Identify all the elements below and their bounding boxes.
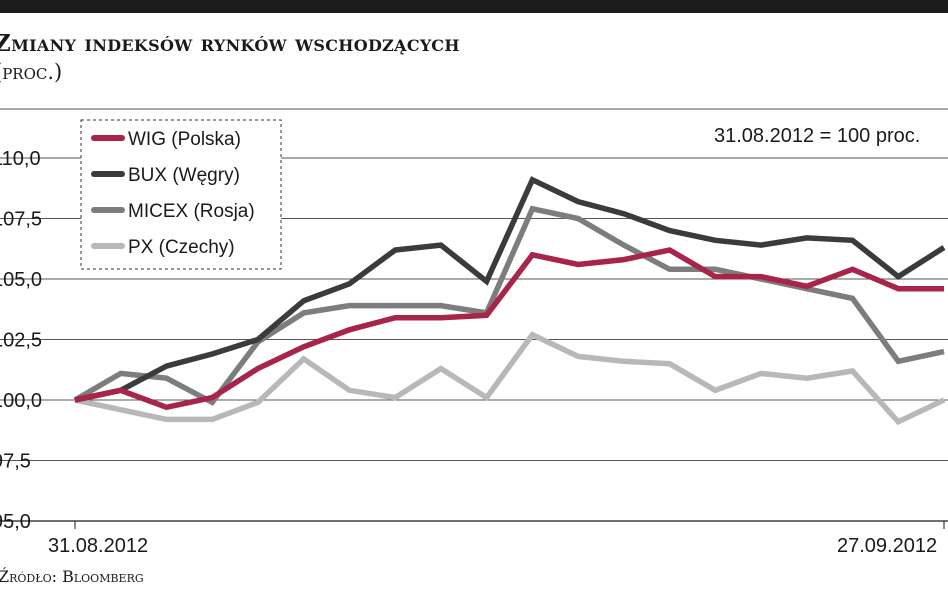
base-note: 31.08.2012 = 100 proc. <box>714 125 920 147</box>
chart-subtitle: (proc.) <box>0 60 63 84</box>
series-lines <box>73 176 946 426</box>
series-line-px <box>74 331 946 426</box>
y-axis-ticks: 95,0 97,5 100,0 102,5 105,0 107,5 110,0 <box>0 148 42 533</box>
series-line-bux <box>74 176 946 403</box>
legend-label: WIG (Polska) <box>128 129 241 150</box>
y-tick-label: 105,0 <box>0 269 42 291</box>
y-tick-label: 102,5 <box>0 330 42 352</box>
y-tick-label: 107,5 <box>0 209 42 231</box>
series-line-wig <box>74 247 944 411</box>
y-tick-label: 97,5 <box>0 451 31 473</box>
y-tick-label: 100,0 <box>0 390 42 412</box>
legend-label: PX (Czechy) <box>128 237 235 258</box>
x-axis-start-label: 31.08.2012 <box>48 535 148 555</box>
legend-label: MICEX (Rosja) <box>128 201 255 222</box>
y-tick-label: 110,0 <box>0 148 41 170</box>
top-bar <box>0 0 948 13</box>
x-axis-end-label: 27.09.2012 <box>837 535 937 555</box>
legend: WIG (Polska) BUX (Węgry) MICEX (Rosja) PX (… <box>80 119 282 270</box>
y-tick-label: 95,0 <box>0 511 31 533</box>
source-note: Źródło: Bloomberg <box>0 567 144 586</box>
legend-label: BUX (Węgry) <box>128 165 240 186</box>
line-chart: 95,0 97,5 100,0 102,5 105,0 107,5 110,0 31.08.… <box>0 108 948 555</box>
chart-title: Zmiany indeksów rynków wschodzących <box>0 30 460 57</box>
